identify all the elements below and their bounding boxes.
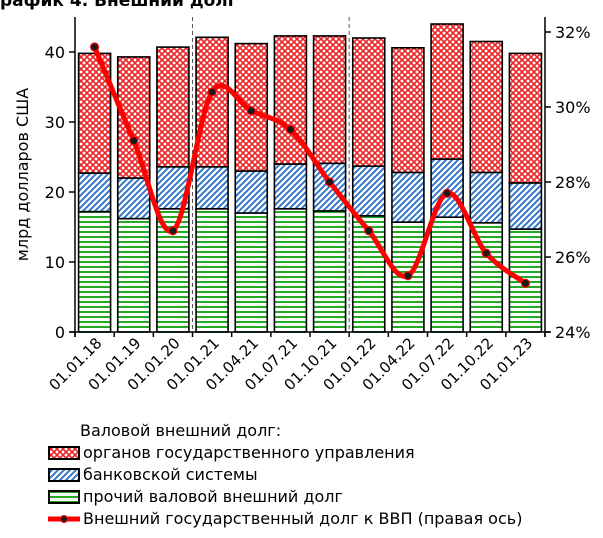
y-tick-label-left: 10 [45, 253, 65, 272]
bar-segment-government [156, 46, 190, 168]
legend-item-debt-gdp: Внешний государственный долг к ВВП (прав… [48, 508, 522, 530]
bar-segment-government [195, 36, 229, 168]
debt-gdp-point [481, 248, 491, 258]
chart-top-title: рафик 4. Внешний долг [0, 0, 237, 11]
legend-swatch-debt-gdp [48, 515, 80, 523]
bar-segment-other [234, 212, 269, 333]
bar-segment-banking [116, 177, 151, 220]
legend-swatch-other [48, 490, 80, 504]
y-tick-label-right: 26% [555, 248, 591, 267]
bar-segment-other [195, 208, 229, 333]
debt-gdp-point [246, 106, 256, 116]
bar-segment-banking [195, 166, 229, 210]
y-tick-label-left: 0 [55, 323, 65, 342]
bar-segment-other [273, 208, 308, 333]
debt-gdp-point [520, 278, 531, 288]
bar-segment-banking [234, 170, 269, 214]
bar-segment-other [430, 216, 464, 333]
y-axis-title: млрд долларов США [13, 88, 32, 261]
debt-gdp-point [207, 87, 217, 97]
y-tick-label-left: 20 [45, 183, 65, 202]
legend-item-government: органов государственного управления [48, 442, 522, 464]
y-tick-label-right: 32% [555, 23, 591, 42]
bar-segment-other [312, 210, 347, 333]
legend: Валовой внешний долг: органов государств… [48, 420, 522, 530]
bar-segment-other [508, 228, 543, 333]
y-tick-label-left: 30 [45, 113, 65, 132]
legend-item-banking: банковской системы [48, 464, 522, 486]
bar-segment-other [469, 222, 504, 333]
debt-gdp-point [89, 42, 100, 52]
bar-segment-banking [273, 163, 308, 210]
y-tick-label-right: 30% [555, 98, 591, 117]
legend-label-debt-gdp: Внешний государственный долг к ВВП (прав… [83, 509, 523, 528]
legend-label-banking: банковской системы [83, 465, 258, 484]
debt-gdp-point [324, 177, 335, 187]
bar-segment-government [469, 40, 504, 174]
bar-segment-government [391, 46, 425, 174]
bar-segment-banking [508, 182, 543, 230]
bar-segment-banking [351, 165, 386, 217]
chart: 0 10 20 30 40 24% 26% 28% 30% 32% млрд долларов СШ… [13, 17, 591, 394]
legend-swatch-banking [48, 468, 80, 482]
legend-label-government: органов государственного управления [83, 443, 415, 462]
legend-heading: Валовой внешний долг: [80, 421, 282, 440]
legend-swatch-government [48, 446, 80, 460]
debt-gdp-point [364, 226, 374, 236]
bar-segment-other [116, 217, 151, 333]
bar-segment-other [77, 210, 112, 333]
debt-gdp-point [403, 271, 413, 281]
bar-segment-government [508, 52, 543, 184]
bar-segment-government [430, 23, 464, 160]
debt-gdp-point [442, 188, 452, 198]
debt-gdp-point [129, 136, 139, 146]
debt-gdp-point [285, 124, 296, 135]
bar-segment-government [312, 35, 347, 165]
bar-segment-banking [391, 171, 425, 223]
y-tick-label-left: 40 [45, 43, 65, 62]
bar-segment-banking [469, 171, 504, 224]
y-tick-label-right: 28% [555, 173, 591, 192]
bar-segment-banking [77, 172, 112, 213]
bar-segment-government [351, 37, 386, 167]
legend-label-other: прочий валовой внешний долг [83, 487, 343, 506]
debt-gdp-point [168, 226, 178, 236]
y-tick-label-right: 24% [555, 323, 591, 342]
legend-item-other: прочий валовой внешний долг [48, 486, 522, 508]
